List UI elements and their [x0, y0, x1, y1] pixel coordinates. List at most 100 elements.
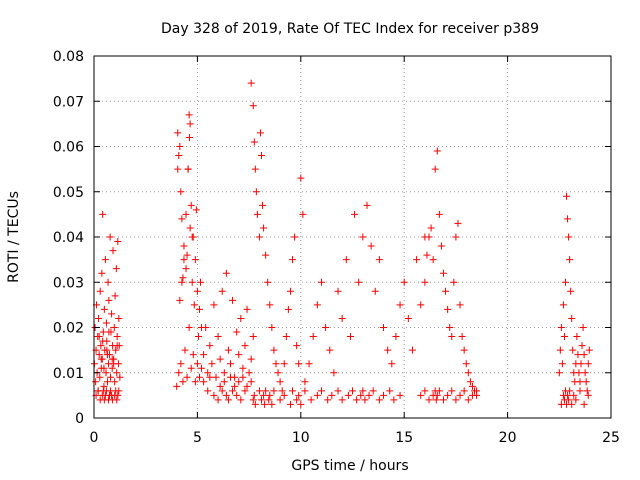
data-point: [115, 387, 123, 395]
data-point: [351, 210, 359, 218]
data-point: [108, 355, 116, 363]
data-point: [322, 324, 330, 331]
data-point: [193, 287, 201, 295]
data-point: [247, 378, 255, 386]
data-point: [286, 400, 294, 408]
data-point: [450, 278, 458, 286]
data-point: [576, 387, 584, 395]
data-point: [185, 324, 193, 331]
data-point: [183, 251, 191, 259]
data-point: [92, 378, 100, 386]
data-point: [260, 224, 268, 232]
data-point: [268, 324, 276, 331]
data-point: [200, 378, 208, 386]
data-point: [580, 400, 588, 408]
data-point: [396, 391, 404, 399]
data-point: [99, 337, 107, 345]
data-point: [258, 152, 266, 160]
data-point: [301, 387, 309, 395]
data-point: [218, 387, 226, 395]
data-point: [313, 301, 321, 309]
data-point: [245, 369, 253, 377]
data-point: [456, 391, 464, 399]
data-point: [235, 378, 243, 386]
data-point: [109, 247, 117, 255]
y-tick-label: 0.07: [53, 94, 84, 110]
data-point: [573, 333, 581, 341]
data-point: [468, 391, 476, 399]
data-point: [102, 369, 110, 377]
data-point: [266, 391, 274, 399]
data-point: [249, 102, 257, 110]
data-point: [250, 391, 258, 399]
data-point: [218, 287, 226, 295]
y-tick-label: 0.02: [53, 321, 84, 337]
data-point: [100, 364, 108, 372]
data-point: [309, 333, 317, 341]
data-point: [408, 346, 416, 354]
data-point: [190, 301, 198, 309]
data-point: [231, 382, 239, 390]
data-point: [226, 373, 234, 381]
data-point: [355, 278, 363, 286]
data-point: [317, 387, 325, 395]
data-point: [276, 378, 284, 386]
data-point: [186, 120, 194, 128]
data-point: [175, 152, 183, 160]
data-point: [346, 333, 354, 341]
data-point: [404, 314, 412, 322]
data-point: [460, 346, 468, 354]
data-point: [583, 387, 591, 395]
data-point: [446, 324, 454, 331]
x-tick-label: 25: [602, 430, 620, 446]
data-point: [174, 165, 182, 173]
data-point: [174, 129, 182, 137]
y-tick-label: 0.05: [53, 185, 84, 201]
data-point: [251, 165, 259, 173]
data-point: [195, 305, 203, 313]
data-point: [584, 391, 592, 399]
data-point: [584, 360, 592, 368]
data-point: [241, 342, 249, 350]
data-point: [359, 233, 367, 241]
data-point: [417, 391, 425, 399]
y-tick-label: 0: [75, 411, 84, 427]
data-point: [342, 256, 350, 264]
data-point: [187, 201, 195, 209]
data-point: [448, 333, 456, 341]
data-point: [222, 269, 230, 277]
data-point: [173, 382, 181, 390]
data-point: [270, 387, 278, 395]
data-point: [108, 310, 116, 318]
data-point: [180, 242, 188, 250]
data-point: [433, 391, 441, 399]
data-point: [456, 301, 464, 309]
data-point: [565, 233, 573, 241]
x-tick-label: 10: [292, 430, 310, 446]
data-point: [224, 346, 232, 354]
data-point: [568, 400, 576, 408]
data-point: [256, 129, 264, 137]
data-point: [353, 396, 361, 404]
data-point: [297, 174, 305, 182]
y-tick-label: 0.04: [53, 230, 84, 246]
y-tick-label: 0.01: [53, 366, 84, 382]
data-point: [579, 324, 587, 331]
data-point: [195, 373, 203, 381]
y-tick-label: 0.03: [53, 275, 84, 291]
data-point: [105, 296, 113, 304]
data-point: [570, 391, 578, 399]
data-point: [216, 355, 224, 363]
data-point: [115, 314, 123, 322]
data-point: [581, 369, 589, 377]
x-tick-labels: 0 5 10 15 20 25: [90, 430, 620, 446]
data-point: [96, 373, 104, 381]
data-point: [107, 373, 115, 381]
data-point: [421, 387, 429, 395]
data-point: [375, 396, 383, 404]
data-point: [261, 400, 269, 408]
data-point: [396, 301, 404, 309]
data-point: [103, 346, 111, 354]
data-point: [112, 346, 120, 354]
data-point: [178, 215, 186, 223]
